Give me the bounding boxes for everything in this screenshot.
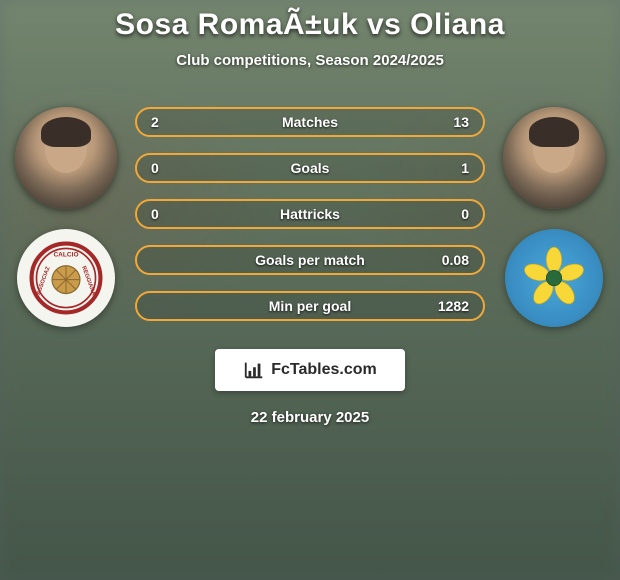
club-right-icon — [519, 243, 589, 313]
club-badge-left: CALCIO ASSOCIAZ REGGIANA — [17, 229, 115, 327]
stat-bar: Min per goal 1282 — [135, 291, 485, 321]
stat-right-value: 0.08 — [419, 252, 469, 268]
stat-bar: 2 Matches 13 — [135, 107, 485, 137]
left-column: CALCIO ASSOCIAZ REGGIANA — [15, 107, 117, 327]
stat-left-value: 0 — [151, 206, 201, 222]
stat-label: Matches — [201, 114, 419, 130]
stat-right-value: 13 — [419, 114, 469, 130]
player-avatar-right — [503, 107, 605, 209]
player-avatar-left — [15, 107, 117, 209]
stat-label: Hattricks — [201, 206, 419, 222]
stat-bars: 2 Matches 13 0 Goals 1 0 Hattricks 0 Goa… — [135, 107, 485, 321]
club-left-icon: CALCIO ASSOCIAZ REGGIANA — [25, 237, 107, 319]
page-title: Sosa RomaÃ±uk vs Oliana — [115, 8, 505, 42]
comparison-grid: CALCIO ASSOCIAZ REGGIANA 2 Matches 13 0 … — [15, 107, 605, 327]
svg-text:CALCIO: CALCIO — [53, 252, 78, 259]
date-text: 22 february 2025 — [251, 409, 369, 426]
brand-box: FcTables.com — [215, 349, 405, 391]
stat-label: Min per goal — [201, 298, 419, 314]
stat-left-value: 0 — [151, 160, 201, 176]
subtitle: Club competitions, Season 2024/2025 — [176, 52, 444, 69]
stat-left-value: 2 — [151, 114, 201, 130]
stat-bar: 0 Hattricks 0 — [135, 199, 485, 229]
chart-icon — [243, 359, 265, 381]
stat-right-value: 1282 — [419, 298, 469, 314]
stat-label: Goals — [201, 160, 419, 176]
stat-right-value: 0 — [419, 206, 469, 222]
stat-bar: Goals per match 0.08 — [135, 245, 485, 275]
right-column — [503, 107, 605, 327]
stat-label: Goals per match — [201, 252, 419, 268]
stat-right-value: 1 — [419, 160, 469, 176]
club-badge-right — [505, 229, 603, 327]
stat-bar: 0 Goals 1 — [135, 153, 485, 183]
brand-text: FcTables.com — [271, 361, 377, 379]
